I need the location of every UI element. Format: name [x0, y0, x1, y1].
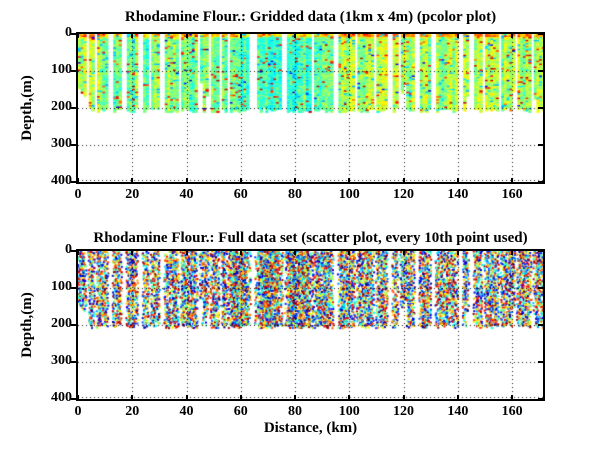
y-tick-mark-right — [538, 33, 543, 35]
x-tick-label: 100 — [338, 404, 360, 419]
x-tick-mark-top — [239, 34, 242, 38]
y-tick-mark — [71, 33, 76, 35]
pcolor-canvas — [78, 34, 543, 182]
x-tick-mark — [131, 178, 134, 182]
scatter-canvas — [78, 251, 543, 399]
x-tick-mark — [348, 178, 351, 182]
x-tick-label: 20 — [125, 187, 140, 202]
x-tick-mark-top — [511, 34, 514, 38]
y-tick-label: 100 — [51, 62, 72, 77]
x-tick-mark-top — [131, 34, 134, 38]
x-tick-label: 20 — [125, 404, 140, 419]
x-tick-label: 120 — [393, 187, 415, 202]
x-tick-mark-top — [77, 34, 79, 38]
x-tick-label: 160 — [501, 404, 523, 419]
x-tick-mark — [185, 178, 188, 182]
x-tick-mark-top — [402, 34, 405, 38]
x-tick-label: 160 — [501, 187, 523, 202]
x-tick-mark-top — [185, 34, 188, 38]
x-tick-mark — [294, 395, 297, 399]
x-tick-label: 80 — [288, 187, 303, 202]
scatter-plot-area — [76, 249, 545, 401]
x-tick-label: 100 — [338, 187, 360, 202]
x-tick-mark — [402, 178, 405, 182]
x-tick-mark-top — [511, 251, 514, 255]
y-tick-mark-right — [538, 361, 543, 363]
y-tick-mark-right — [538, 250, 543, 252]
y-tick-label: 400 — [51, 173, 72, 188]
x-tick-mark — [294, 178, 297, 182]
x-tick-mark — [239, 178, 242, 182]
y-tick-mark — [71, 398, 76, 400]
x-tick-mark-top — [131, 251, 134, 255]
x-tick-mark — [402, 395, 405, 399]
y-tick-mark — [71, 107, 76, 109]
x-tick-mark — [131, 395, 134, 399]
x-tick-mark — [511, 178, 514, 182]
x-tick-mark-top — [456, 34, 459, 38]
x-tick-mark — [348, 395, 351, 399]
y-tick-mark — [71, 250, 76, 252]
x-tick-mark — [511, 395, 514, 399]
y-tick-label: 300 — [51, 136, 72, 151]
x-tick-label: 40 — [179, 187, 194, 202]
y-tick-mark — [71, 287, 76, 289]
x-tick-label: 60 — [233, 404, 248, 419]
x-tick-mark-top — [456, 251, 459, 255]
x-tick-mark — [77, 395, 79, 399]
y-tick-mark-right — [538, 70, 543, 72]
x-tick-mark — [77, 178, 79, 182]
y-tick-mark-right — [538, 287, 543, 289]
y-tick-label: 0 — [65, 242, 72, 257]
y-tick-label: 300 — [51, 353, 72, 368]
y-tick-mark-right — [538, 181, 543, 183]
scatter-plot-title: Rhodamine Flour.: Full data set (scatter… — [93, 230, 528, 246]
x-tick-label: 140 — [447, 187, 469, 202]
x-tick-label: 40 — [179, 404, 194, 419]
y-tick-label: 200 — [51, 316, 72, 331]
y-tick-mark — [71, 70, 76, 72]
scatter-x-axis-label: Distance, (km) — [263, 420, 358, 436]
x-tick-label: 0 — [74, 404, 82, 419]
y-tick-label: 400 — [51, 390, 72, 405]
x-tick-label: 60 — [233, 187, 248, 202]
x-tick-label: 80 — [288, 404, 303, 419]
y-tick-mark — [71, 324, 76, 326]
y-tick-mark-right — [538, 324, 543, 326]
x-tick-mark-top — [294, 34, 297, 38]
y-tick-label: 100 — [51, 279, 72, 294]
x-tick-mark-top — [239, 251, 242, 255]
x-tick-mark — [239, 395, 242, 399]
x-tick-mark-top — [185, 251, 188, 255]
y-tick-label: 0 — [65, 25, 72, 40]
y-tick-label: 200 — [51, 99, 72, 114]
x-tick-mark-top — [348, 251, 351, 255]
x-tick-mark — [456, 395, 459, 399]
y-tick-mark-right — [538, 398, 543, 400]
y-tick-mark — [71, 144, 76, 146]
x-tick-mark-top — [77, 251, 79, 255]
x-tick-label: 140 — [447, 404, 469, 419]
x-tick-mark — [456, 178, 459, 182]
y-tick-mark-right — [538, 144, 543, 146]
y-tick-mark — [71, 181, 76, 183]
x-tick-mark — [185, 395, 188, 399]
pcolor-plot-title: Rhodamine Flour.: Gridded data (1km x 4m… — [124, 9, 497, 25]
pcolor-plot-area — [76, 32, 545, 184]
x-tick-mark-top — [402, 251, 405, 255]
x-tick-mark-top — [348, 34, 351, 38]
x-tick-mark-top — [294, 251, 297, 255]
x-tick-label: 0 — [74, 187, 82, 202]
x-tick-label: 120 — [393, 404, 415, 419]
y-tick-mark-right — [538, 107, 543, 109]
y-tick-mark — [71, 361, 76, 363]
